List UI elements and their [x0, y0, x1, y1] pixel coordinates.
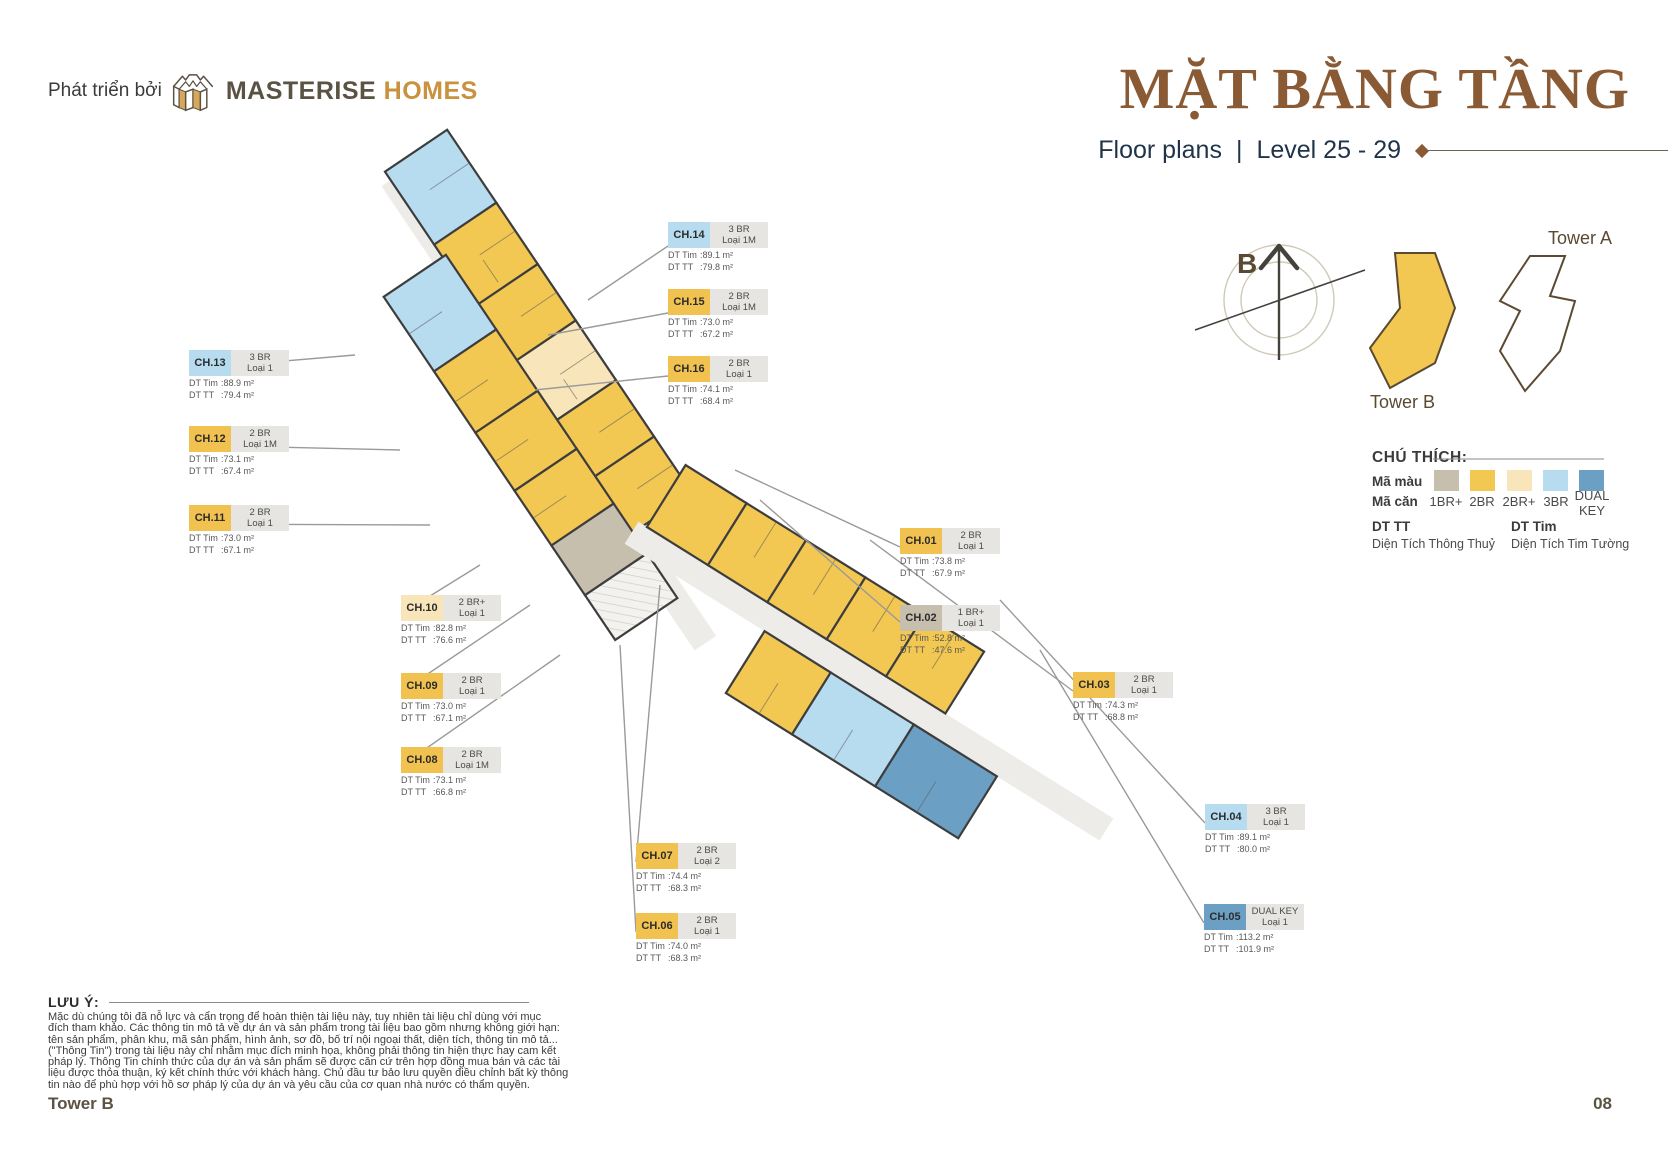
svg-text:DT TT: DT TT	[1372, 519, 1411, 534]
svg-text:DT Tim: DT Tim	[1511, 519, 1557, 534]
svg-text:Mã căn: Mã căn	[1372, 494, 1418, 509]
svg-text:3BR: 3BR	[1543, 494, 1568, 509]
svg-text:Diện Tích Tim Tường: Diện Tích Tim Tường	[1511, 537, 1629, 551]
svg-text:2BR: 2BR	[1469, 494, 1494, 509]
svg-text:Tower B: Tower B	[1370, 392, 1435, 412]
svg-text:CHÚ THÍCH:: CHÚ THÍCH:	[1372, 448, 1467, 466]
svg-text:Mã màu: Mã màu	[1372, 474, 1422, 489]
svg-text:DUAL: DUAL	[1575, 488, 1610, 503]
svg-text:Diện Tích Thông Thuỷ: Diện Tích Thông Thuỷ	[1372, 537, 1496, 551]
svg-text:KEY: KEY	[1579, 503, 1605, 518]
svg-text:1BR+: 1BR+	[1430, 494, 1463, 509]
svg-text:2BR+: 2BR+	[1503, 494, 1536, 509]
svg-text:B: B	[1237, 248, 1257, 279]
svg-text:Tower A: Tower A	[1548, 228, 1612, 248]
